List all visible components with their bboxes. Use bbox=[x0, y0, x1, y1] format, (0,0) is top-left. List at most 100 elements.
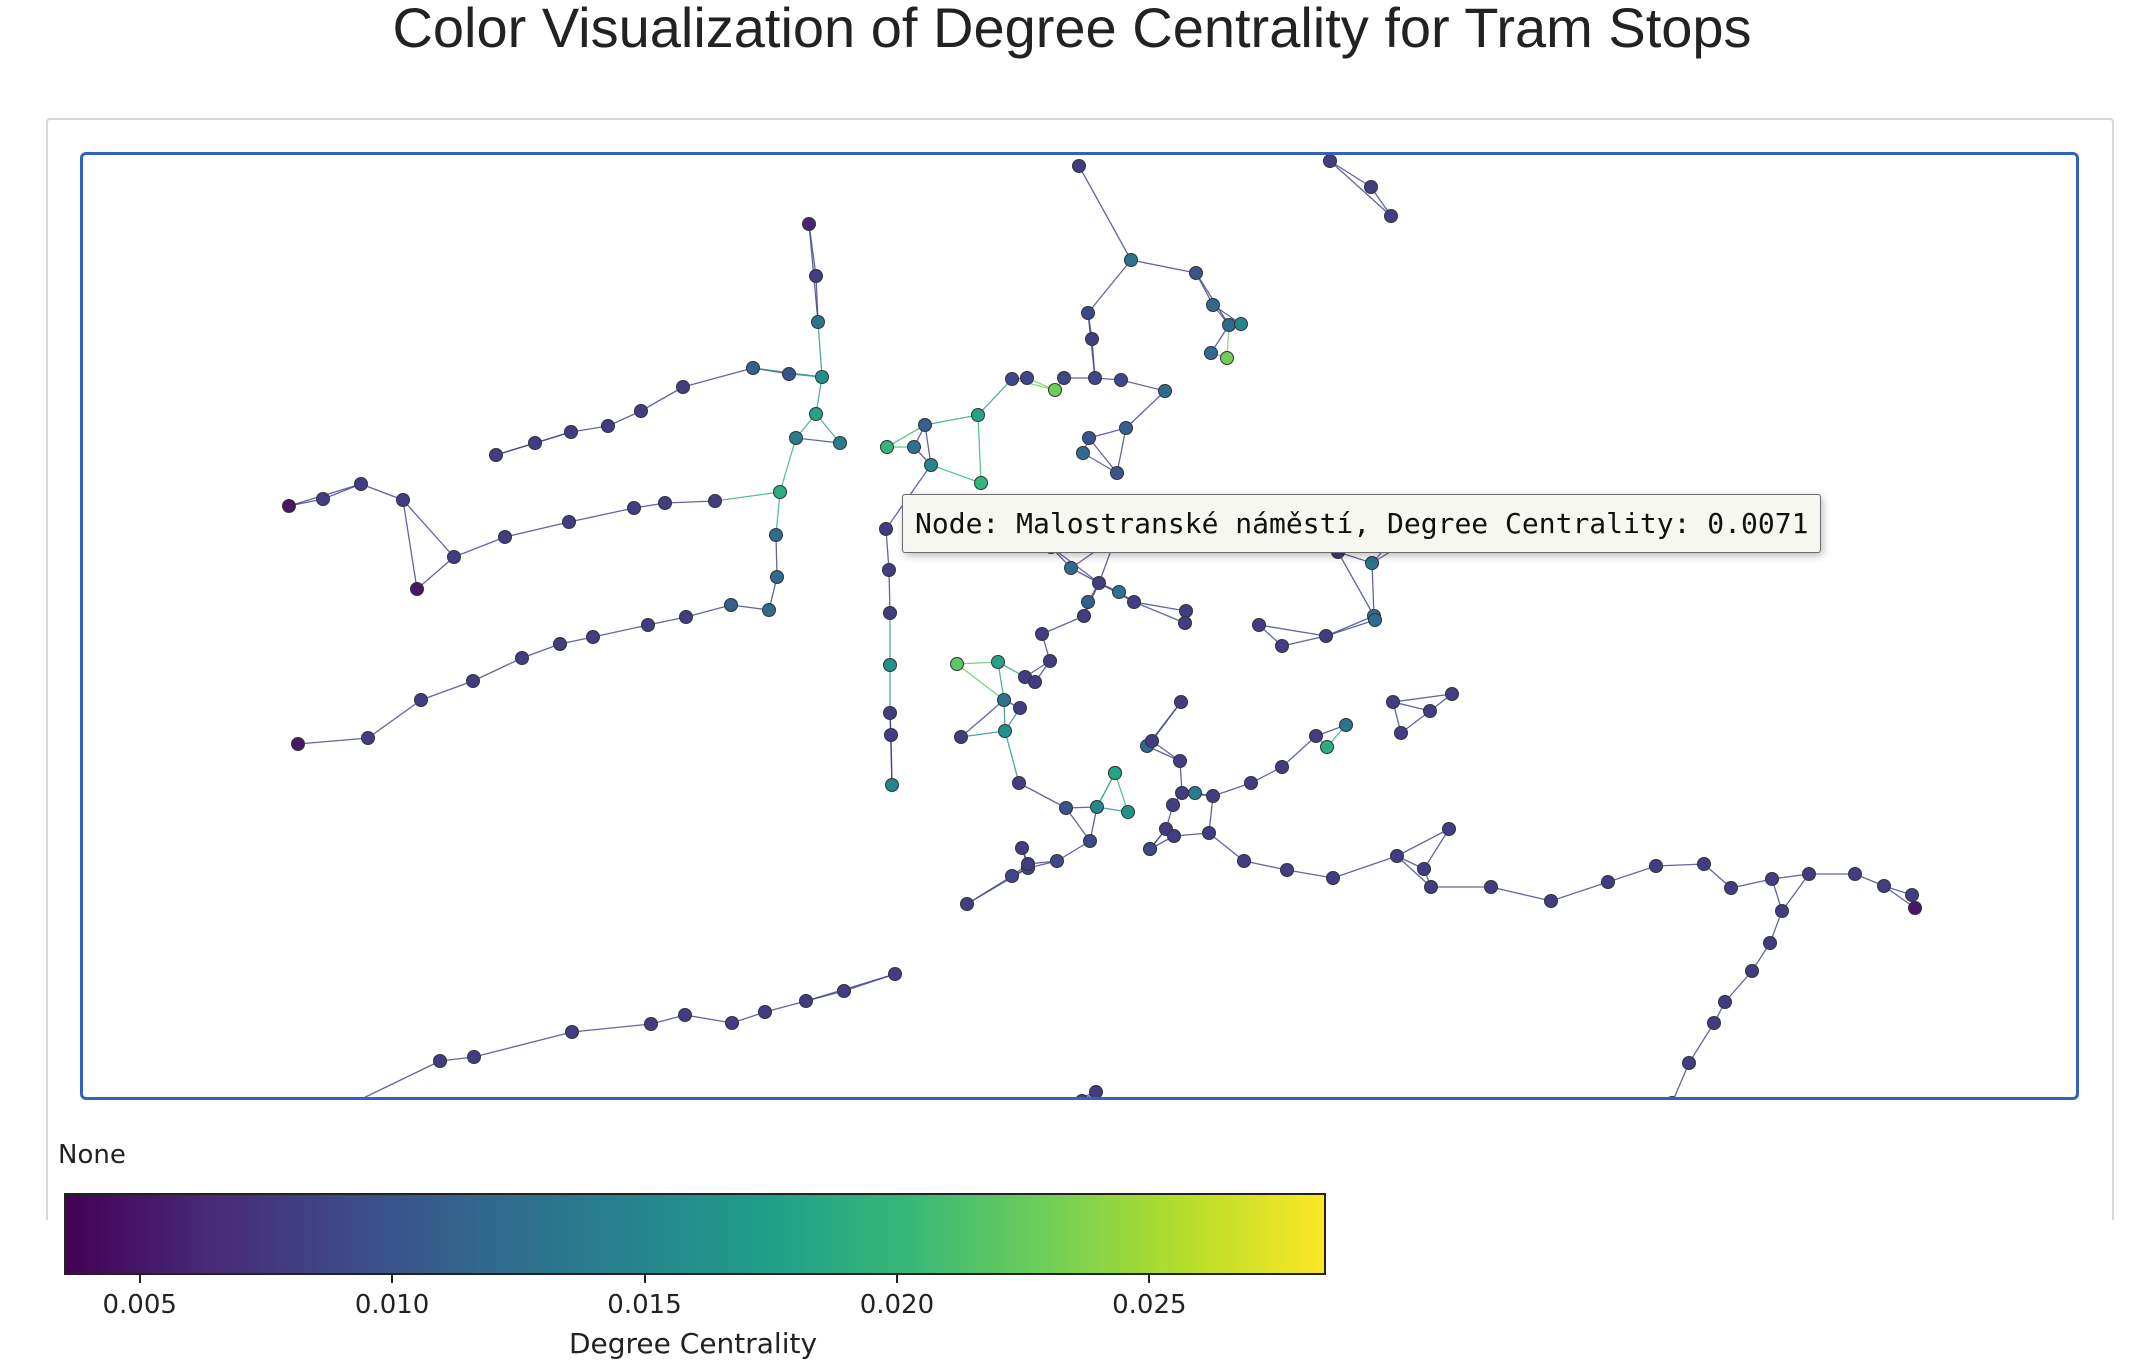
network-graph[interactable] bbox=[83, 155, 2076, 1097]
tram-stop-node[interactable] bbox=[1110, 466, 1124, 480]
tram-stop-node[interactable] bbox=[1442, 822, 1456, 836]
tram-stop-node[interactable] bbox=[1666, 1096, 1679, 1098]
tram-stop-node[interactable] bbox=[466, 674, 480, 688]
tram-stop-node[interactable] bbox=[467, 1050, 481, 1064]
tram-stop-node[interactable] bbox=[1012, 776, 1026, 790]
tram-stop-node[interactable] bbox=[1802, 867, 1816, 881]
tram-stop-node[interactable] bbox=[316, 492, 330, 506]
tram-stop-node[interactable] bbox=[1119, 421, 1133, 435]
tram-stop-node[interactable] bbox=[883, 606, 897, 620]
tram-stop-node[interactable] bbox=[809, 407, 823, 421]
tram-stop-node[interactable] bbox=[1188, 786, 1202, 800]
tram-stop-node[interactable] bbox=[1220, 351, 1234, 365]
tram-stop-node[interactable] bbox=[880, 440, 894, 454]
tram-stop-node[interactable] bbox=[954, 730, 968, 744]
tram-stop-node[interactable] bbox=[1365, 556, 1379, 570]
tram-stop-node[interactable] bbox=[1108, 766, 1122, 780]
tram-stop-node[interactable] bbox=[1423, 704, 1437, 718]
tram-stop-node[interactable] bbox=[1143, 842, 1157, 856]
tram-stop-node[interactable] bbox=[1319, 629, 1333, 643]
tram-stop-node[interactable] bbox=[1048, 383, 1062, 397]
tram-stop-node[interactable] bbox=[658, 496, 672, 510]
tram-stop-node[interactable] bbox=[1166, 798, 1180, 812]
tram-stop-node[interactable] bbox=[799, 994, 813, 1008]
tram-stop-node[interactable] bbox=[1682, 1056, 1696, 1070]
tram-stop-node[interactable] bbox=[1905, 888, 1919, 902]
tram-stop-node[interactable] bbox=[1649, 859, 1663, 873]
tram-stop-node[interactable] bbox=[1244, 776, 1258, 790]
tram-stop-node[interactable] bbox=[885, 778, 899, 792]
tram-stop-node[interactable] bbox=[1005, 372, 1019, 386]
tram-stop-node[interactable] bbox=[1076, 446, 1090, 460]
tram-stop-node[interactable] bbox=[1206, 789, 1220, 803]
tram-stop-node[interactable] bbox=[676, 380, 690, 394]
tram-stop-node[interactable] bbox=[1158, 384, 1172, 398]
graph-plot-area[interactable] bbox=[80, 152, 2079, 1100]
tram-stop-node[interactable] bbox=[809, 269, 823, 283]
tram-stop-node[interactable] bbox=[1057, 371, 1071, 385]
tram-stop-node[interactable] bbox=[789, 431, 803, 445]
tram-stop-node[interactable] bbox=[991, 655, 1005, 669]
tram-stop-node[interactable] bbox=[1178, 616, 1192, 630]
tram-stop-node[interactable] bbox=[627, 501, 641, 515]
tram-stop-node[interactable] bbox=[291, 737, 305, 751]
tram-stop-node[interactable] bbox=[641, 618, 655, 632]
tram-stop-node[interactable] bbox=[883, 706, 897, 720]
tram-stop-node[interactable] bbox=[882, 563, 896, 577]
tram-stop-node[interactable] bbox=[1064, 561, 1078, 575]
tram-stop-node[interactable] bbox=[762, 603, 776, 617]
tram-stop-node[interactable] bbox=[1050, 854, 1064, 868]
tram-stop-node[interactable] bbox=[1707, 1016, 1721, 1030]
tram-stop-node[interactable] bbox=[414, 693, 428, 707]
tram-stop-node[interactable] bbox=[837, 984, 851, 998]
tram-stop-node[interactable] bbox=[746, 361, 760, 375]
tram-stop-node[interactable] bbox=[1384, 209, 1398, 223]
tram-stop-node[interactable] bbox=[1908, 901, 1922, 915]
tram-stop-node[interactable] bbox=[1394, 726, 1408, 740]
tram-stop-node[interactable] bbox=[1175, 786, 1189, 800]
tram-stop-node[interactable] bbox=[1445, 687, 1459, 701]
tram-stop-node[interactable] bbox=[1724, 881, 1738, 895]
tram-stop-node[interactable] bbox=[883, 658, 897, 672]
tram-stop-node[interactable] bbox=[1005, 869, 1019, 883]
tram-stop-node[interactable] bbox=[564, 425, 578, 439]
tram-stop-node[interactable] bbox=[773, 485, 787, 499]
tram-stop-node[interactable] bbox=[1339, 718, 1353, 732]
tram-stop-node[interactable] bbox=[1222, 318, 1236, 332]
tram-stop-node[interactable] bbox=[498, 530, 512, 544]
tram-stop-node[interactable] bbox=[1020, 371, 1034, 385]
tram-stop-node[interactable] bbox=[1544, 894, 1558, 908]
tram-stop-node[interactable] bbox=[1252, 618, 1266, 632]
tram-stop-node[interactable] bbox=[997, 693, 1011, 707]
tram-stop-node[interactable] bbox=[1320, 740, 1334, 754]
tram-stop-node[interactable] bbox=[1718, 995, 1732, 1009]
tram-stop-node[interactable] bbox=[1173, 754, 1187, 768]
tram-stop-node[interactable] bbox=[1059, 801, 1073, 815]
tram-stop-node[interactable] bbox=[811, 315, 825, 329]
tram-stop-node[interactable] bbox=[769, 528, 783, 542]
tram-stop-node[interactable] bbox=[1601, 875, 1615, 889]
tram-stop-node[interactable] bbox=[1364, 180, 1378, 194]
tram-stop-node[interactable] bbox=[1765, 872, 1779, 886]
tram-stop-node[interactable] bbox=[1092, 576, 1106, 590]
tram-stop-node[interactable] bbox=[1368, 613, 1382, 627]
tram-stop-node[interactable] bbox=[1127, 595, 1141, 609]
tram-stop-node[interactable] bbox=[1234, 317, 1248, 331]
tram-stop-node[interactable] bbox=[974, 476, 988, 490]
tram-stop-node[interactable] bbox=[447, 550, 461, 564]
tram-stop-node[interactable] bbox=[601, 419, 615, 433]
tram-stop-node[interactable] bbox=[1167, 829, 1181, 843]
tram-stop-node[interactable] bbox=[1275, 639, 1289, 653]
tram-stop-node[interactable] bbox=[1043, 654, 1057, 668]
tram-stop-node[interactable] bbox=[1114, 373, 1128, 387]
tram-stop-node[interactable] bbox=[1206, 298, 1220, 312]
tram-stop-node[interactable] bbox=[770, 570, 784, 584]
tram-stop-node[interactable] bbox=[907, 440, 921, 454]
tram-stop-node[interactable] bbox=[433, 1054, 447, 1068]
tram-stop-node[interactable] bbox=[396, 493, 410, 507]
tram-stop-node[interactable] bbox=[1745, 964, 1759, 978]
tram-stop-node[interactable] bbox=[679, 610, 693, 624]
tram-stop-node[interactable] bbox=[1697, 857, 1711, 871]
tram-stop-node[interactable] bbox=[1280, 863, 1294, 877]
tram-stop-node[interactable] bbox=[1081, 306, 1095, 320]
